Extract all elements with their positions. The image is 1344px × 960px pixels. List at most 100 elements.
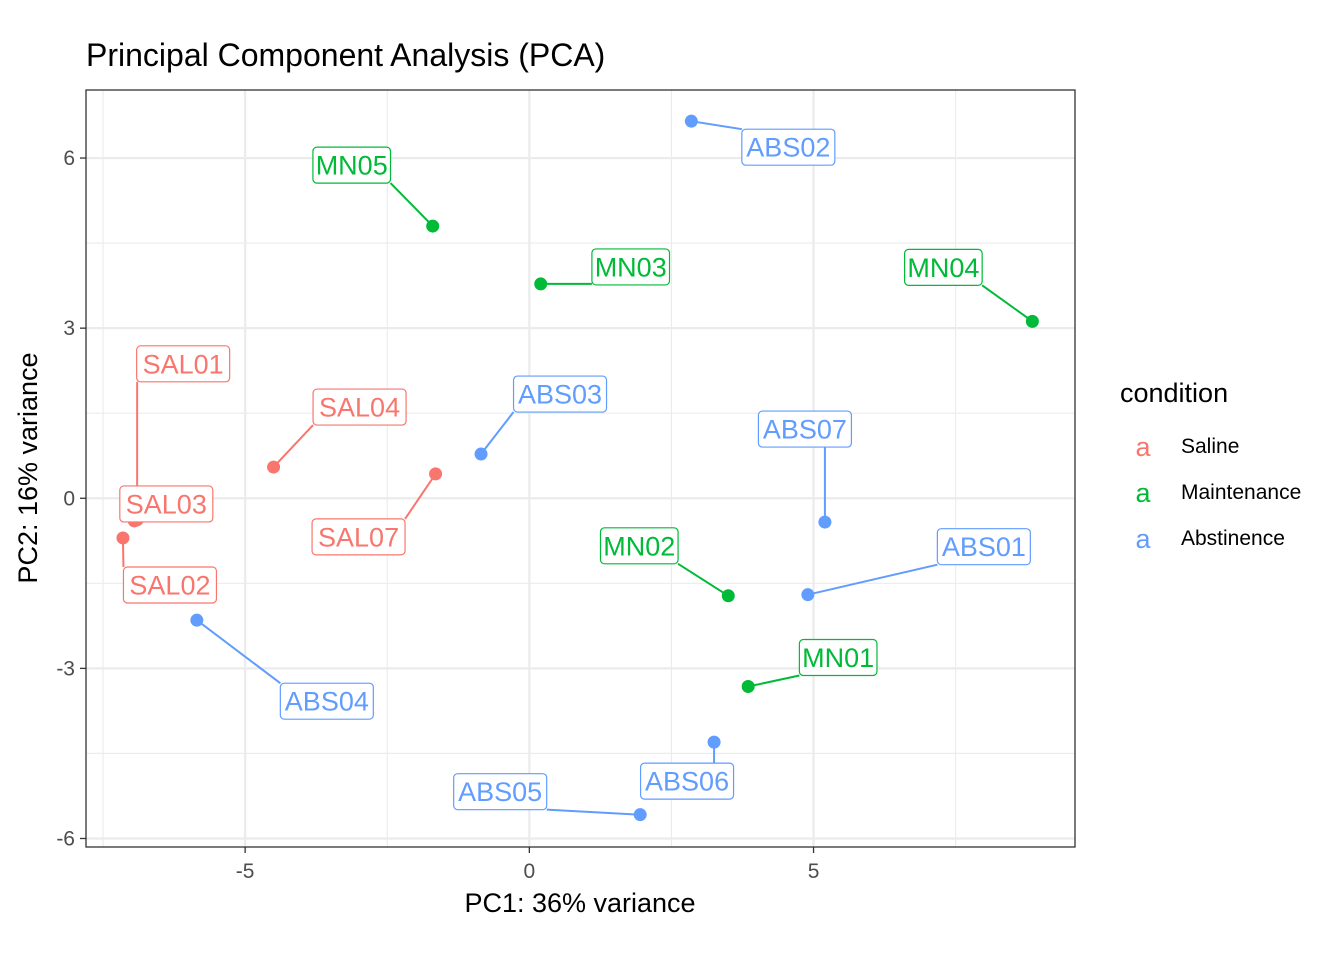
legend-key: a	[1135, 478, 1151, 508]
point-label: MN03	[591, 248, 671, 286]
point-label: MN02	[599, 527, 679, 565]
point-labels: SAL01 SAL02 SAL03 SAL04 SAL07 MN01 MN02 MN03 MN0…	[119, 128, 1031, 811]
point-label-box	[591, 248, 671, 286]
point-label-box	[312, 388, 407, 426]
y-tick-label: 3	[63, 317, 75, 340]
y-tick-label: -3	[56, 657, 75, 680]
data-point	[633, 808, 647, 822]
leader-line	[196, 619, 281, 684]
point-label-text: MN02	[603, 531, 675, 561]
data-point	[741, 680, 755, 694]
y-tick-label: 0	[63, 487, 75, 510]
panel-background	[86, 90, 1075, 847]
data-point	[721, 589, 735, 603]
leader-line	[272, 424, 314, 468]
data-point	[116, 531, 130, 545]
point-label: MN04	[903, 248, 983, 286]
point-label: SAL02	[122, 566, 218, 604]
point-label: MN01	[798, 638, 878, 677]
point-label-text: SAL02	[129, 570, 210, 600]
point-label-box	[936, 528, 1031, 566]
point-label-text: MN05	[316, 151, 388, 181]
legend-key: a	[1135, 524, 1151, 554]
x-axis-title: PC1: 36% variance	[464, 888, 695, 918]
point-label: ABS01	[936, 528, 1031, 566]
data-point	[190, 613, 204, 627]
point-label-text: SAL01	[143, 349, 224, 379]
data-points	[116, 114, 1039, 822]
legend-key: a	[1135, 432, 1151, 462]
point-label-box	[136, 345, 231, 383]
panel-border	[85, 89, 1076, 848]
grid-minor	[86, 90, 1075, 847]
data-point	[267, 460, 281, 474]
point-label-text: ABS02	[746, 133, 830, 163]
point-label-text: ABS05	[458, 777, 542, 807]
point-label: MN05	[312, 146, 392, 184]
point-label-box	[122, 566, 218, 604]
legend-label: Abstinence	[1181, 527, 1285, 550]
point-label: ABS03	[512, 375, 608, 413]
label-leader-lines	[121, 120, 1033, 816]
point-label-box	[279, 682, 374, 720]
leader-line	[807, 563, 938, 596]
point-label-text: MN03	[595, 252, 667, 282]
data-point	[801, 588, 815, 602]
data-point	[426, 219, 440, 233]
data-point	[818, 515, 832, 529]
x-tick-label: 5	[808, 860, 820, 883]
leader-line	[546, 808, 641, 816]
y-axis-title: PC2: 16% variance	[13, 352, 43, 583]
plot-panel: SAL01 SAL02 SAL03 SAL04 SAL07 MN01 MN02 MN03 MN0…	[85, 89, 1076, 848]
point-label-box	[798, 638, 878, 677]
point-label: SAL07	[311, 518, 406, 556]
point-label-box	[312, 146, 392, 184]
x-tick-label: -5	[236, 860, 255, 883]
y-tick-label: 6	[63, 147, 75, 170]
point-label-text: MN01	[802, 643, 874, 673]
point-label-box	[599, 527, 679, 565]
point-label-box	[757, 410, 853, 448]
grid-major	[86, 90, 1075, 847]
data-point	[474, 447, 488, 461]
leader-line	[389, 182, 434, 227]
point-label-text: ABS03	[518, 380, 602, 410]
point-label-text: ABS07	[763, 415, 847, 445]
point-label: SAL03	[119, 485, 214, 523]
point-label-box	[512, 375, 608, 413]
data-point	[429, 467, 443, 481]
point-label: ABS05	[453, 773, 548, 811]
data-point	[1025, 314, 1039, 328]
point-label-box	[311, 518, 406, 556]
point-label-box	[903, 248, 983, 286]
data-point	[534, 277, 548, 291]
legend-items: a Saline a Maintenance a Abstinence	[1135, 432, 1301, 554]
point-label: SAL04	[312, 388, 407, 426]
point-label-text: SAL04	[319, 393, 400, 423]
point-label: ABS06	[639, 762, 735, 800]
point-label-text: MN04	[907, 253, 979, 283]
leader-line	[480, 411, 515, 455]
legend: condition a Saline a Maintenance a Abstinence	[1120, 378, 1301, 554]
legend-title: condition	[1120, 378, 1228, 408]
leader-line	[747, 674, 800, 688]
point-label-text: ABS06	[645, 767, 729, 797]
point-label-box	[453, 773, 548, 811]
point-label-box	[119, 485, 214, 523]
legend-label: Saline	[1181, 435, 1239, 458]
x-tick-label: 0	[524, 860, 536, 883]
data-point	[707, 735, 721, 749]
x-axis: -5 0 5	[236, 847, 820, 883]
y-tick-label: -6	[56, 827, 75, 850]
y-axis: -6 -3 0 3 6	[56, 147, 86, 850]
point-label: ABS04	[279, 682, 374, 720]
point-label-text: ABS04	[285, 687, 369, 717]
leader-line	[981, 284, 1033, 323]
leader-line	[404, 473, 437, 520]
leader-line	[691, 120, 742, 131]
point-label-text: ABS01	[942, 532, 1026, 562]
chart-title: Principal Component Analysis (PCA)	[86, 37, 605, 73]
leader-line	[677, 562, 729, 597]
point-label: ABS07	[757, 410, 853, 448]
